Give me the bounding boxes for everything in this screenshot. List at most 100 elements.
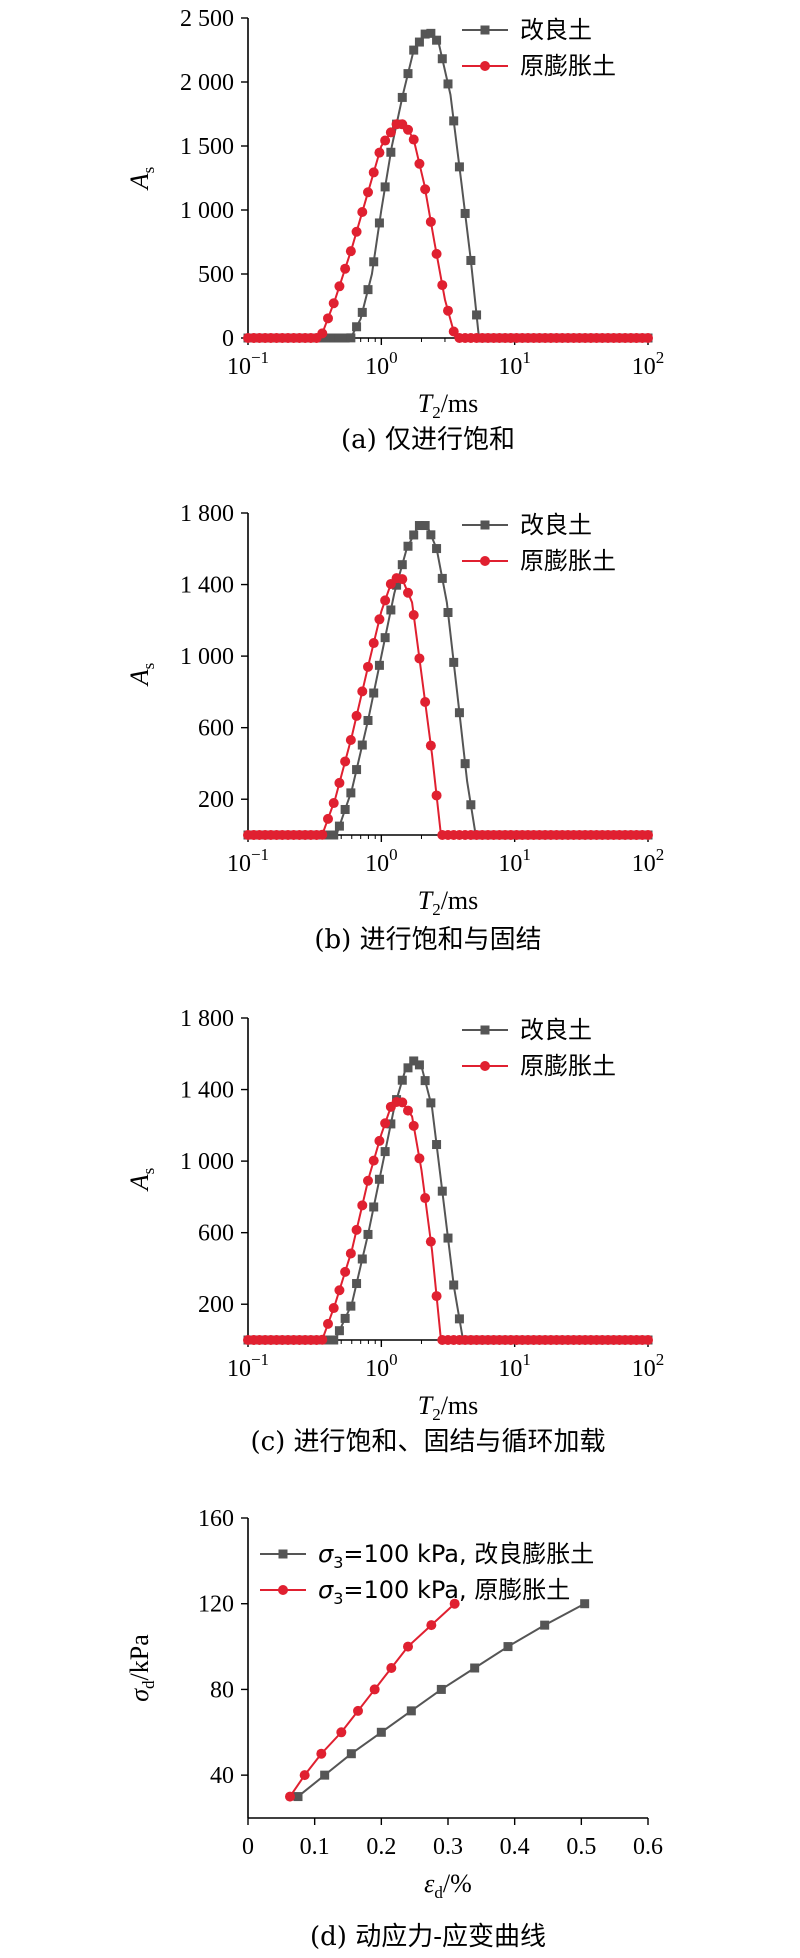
data-point <box>420 184 431 195</box>
chart-1: 200 600 1 000 1 400 1 800 10−1 100 101 102 As T2/m… <box>125 501 664 955</box>
y-tick-label: 1 800 <box>180 501 234 527</box>
x-tick-label: 10−1 <box>227 348 269 380</box>
series-0 <box>243 1056 653 1345</box>
data-point <box>454 162 464 172</box>
chart-3: 40 80 120 160 0 0.1 0.2 0.3 0.4 0.5 0.6 σd/kPa εd/% (… <box>125 1506 663 1952</box>
data-point <box>368 167 379 178</box>
data-point <box>420 29 430 39</box>
y-tick-label: 120 <box>198 1592 234 1618</box>
data-point <box>431 1291 442 1302</box>
y-axis-label: As <box>125 1168 158 1193</box>
data-point <box>426 530 436 540</box>
data-point <box>397 1097 408 1108</box>
y-tick-label: 2 000 <box>180 70 234 96</box>
figure-caption: (d) 动应力-应变曲线 <box>310 1922 546 1952</box>
data-point <box>334 1326 344 1336</box>
data-point <box>443 1233 453 1243</box>
data-point <box>540 1620 550 1630</box>
data-point <box>380 182 390 192</box>
legend-label: σ3=100 kPa, 原膨胀土 <box>318 1576 570 1608</box>
y-axis-label: As <box>125 167 158 192</box>
data-point <box>425 216 436 227</box>
data-point <box>323 1335 333 1345</box>
data-point <box>323 830 333 840</box>
data-point <box>448 326 459 337</box>
data-point <box>346 1301 356 1311</box>
data-point <box>403 1641 413 1652</box>
data-point <box>357 307 367 317</box>
data-point <box>340 804 350 814</box>
x-tick-label: 102 <box>632 845 665 877</box>
data-point <box>420 521 430 531</box>
data-point <box>323 1318 333 1329</box>
data-point <box>323 813 333 824</box>
legend-marker <box>278 1585 288 1595</box>
x-tick-label: 102 <box>632 348 665 380</box>
data-point <box>369 1202 379 1212</box>
series-line <box>248 1099 648 1341</box>
data-point <box>454 1314 464 1324</box>
data-point <box>345 1248 356 1259</box>
legend-label: 改良土 <box>520 16 592 44</box>
data-point <box>409 530 419 540</box>
data-point <box>643 1335 653 1345</box>
data-point <box>352 765 362 775</box>
x-axis-label: T2/ms <box>418 886 479 919</box>
data-point <box>353 1705 363 1716</box>
data-point <box>425 1236 436 1247</box>
data-point <box>345 734 356 745</box>
data-point <box>437 280 448 291</box>
data-point <box>323 333 333 343</box>
data-point <box>363 187 373 198</box>
x-tick-label: 0.2 <box>366 1834 396 1860</box>
data-point <box>460 759 470 769</box>
data-point <box>299 1770 310 1781</box>
y-tick-label: 600 <box>198 716 234 742</box>
x-tick-label: 0.4 <box>500 1834 530 1860</box>
data-point <box>368 1155 379 1166</box>
data-point <box>369 257 379 267</box>
legend-marker <box>480 61 490 71</box>
data-point <box>346 1749 356 1759</box>
series-line <box>297 1602 586 1798</box>
data-point <box>397 1075 407 1085</box>
y-axis-label: σd/kPa <box>125 1634 158 1702</box>
data-point <box>340 333 350 343</box>
data-point <box>285 1791 295 1802</box>
y-tick-label: 1 800 <box>180 1006 234 1032</box>
y-tick-label: 160 <box>198 1506 234 1532</box>
x-axis-label: T2/ms <box>418 1391 479 1424</box>
x-tick-label: 101 <box>498 1350 531 1382</box>
x-tick-label: 100 <box>365 348 398 380</box>
y-tick-label: 1 400 <box>180 1078 234 1104</box>
data-point <box>380 595 391 606</box>
chart-0: 0 500 1 000 1 500 2 000 2 500 10−1 100 101 102 As T… <box>125 6 664 455</box>
data-point <box>328 298 339 309</box>
x-tick-label: 0.6 <box>633 1834 663 1860</box>
y-tick-label: 1 000 <box>180 1149 234 1175</box>
data-point <box>426 28 436 38</box>
data-point <box>420 697 431 708</box>
data-point <box>403 124 413 135</box>
data-point <box>449 657 459 667</box>
data-point <box>443 607 453 617</box>
data-point <box>414 37 424 47</box>
series-1 <box>243 119 653 343</box>
data-point <box>340 263 351 274</box>
data-point <box>503 1642 513 1652</box>
data-point <box>357 206 368 217</box>
data-point <box>357 686 368 697</box>
data-point <box>408 610 419 621</box>
legend-marker <box>480 1061 490 1071</box>
data-point <box>336 1727 347 1738</box>
data-point <box>414 653 425 664</box>
legend-marker <box>480 520 490 530</box>
data-point <box>437 573 447 583</box>
data-point <box>357 740 367 750</box>
x-axis-label: T2/ms <box>418 389 479 422</box>
data-point <box>437 1186 447 1196</box>
data-point <box>374 614 385 625</box>
data-point <box>374 1135 385 1146</box>
